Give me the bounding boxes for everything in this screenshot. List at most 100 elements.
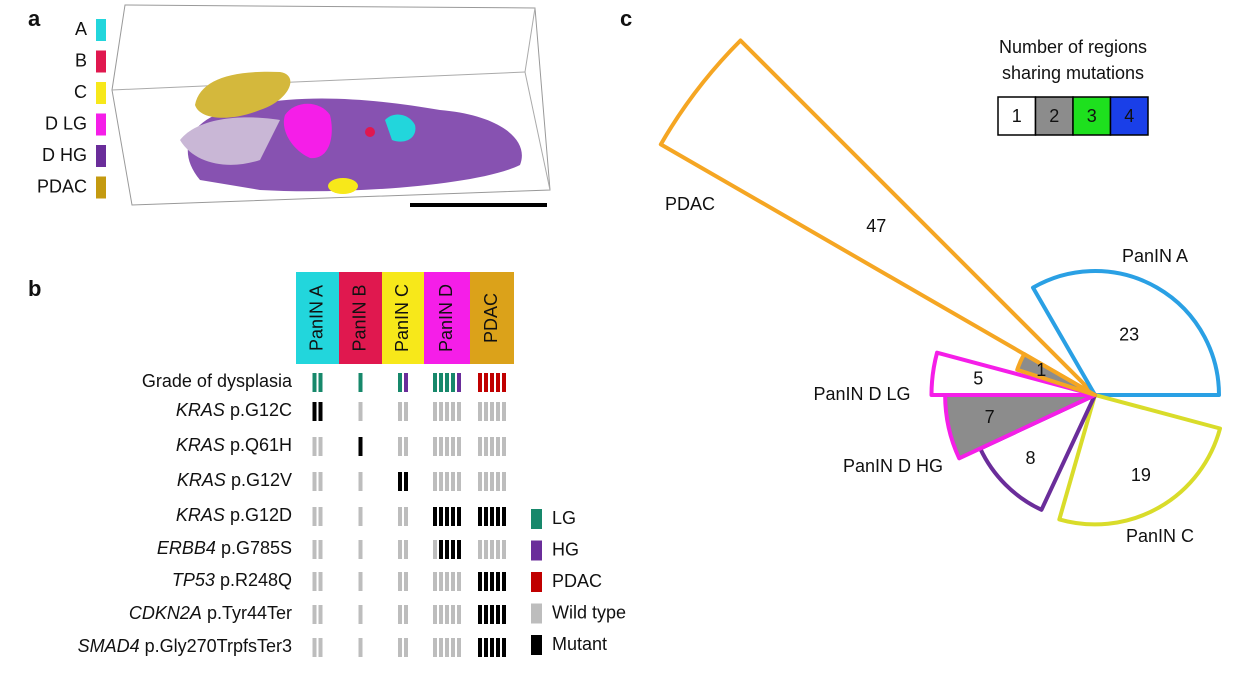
status-cell bbox=[496, 540, 500, 559]
status-cell bbox=[433, 437, 437, 456]
grade-cell bbox=[496, 373, 500, 392]
wedge-name: PanIN A bbox=[1122, 246, 1188, 266]
status-cell bbox=[358, 507, 363, 526]
status-cell bbox=[451, 402, 455, 421]
status-cell bbox=[404, 638, 408, 657]
status-cell bbox=[490, 572, 494, 591]
wedge-value: 47 bbox=[866, 216, 886, 236]
legend-swatch bbox=[531, 635, 542, 655]
status-cell bbox=[478, 605, 482, 624]
column-header bbox=[382, 272, 424, 364]
status-cell bbox=[451, 572, 455, 591]
grade-cell bbox=[312, 373, 317, 392]
status-cell bbox=[433, 540, 437, 559]
status-cell bbox=[312, 605, 317, 624]
status-cell bbox=[318, 638, 323, 657]
status-cell bbox=[433, 638, 437, 657]
grade-cell bbox=[358, 373, 363, 392]
variant-name: p.G12V bbox=[231, 470, 292, 490]
legend-label: D LG bbox=[45, 113, 87, 133]
status-cell bbox=[484, 507, 488, 526]
status-cell bbox=[490, 638, 494, 657]
status-cell bbox=[318, 472, 323, 491]
status-cell bbox=[457, 472, 461, 491]
status-cell bbox=[312, 402, 317, 421]
row-label: KRAS p.G12V bbox=[177, 470, 292, 490]
gene-name: SMAD4 bbox=[78, 636, 140, 656]
status-cell bbox=[433, 472, 437, 491]
grade-cell bbox=[484, 373, 488, 392]
legend-swatch bbox=[96, 19, 106, 41]
legend-box bbox=[1109, 96, 1149, 136]
status-cell bbox=[358, 437, 363, 456]
wedge-value: 1 bbox=[1036, 360, 1046, 380]
status-cell bbox=[404, 507, 408, 526]
wedge bbox=[1015, 352, 1097, 397]
wedge bbox=[943, 393, 1097, 461]
column-label: PanIN B bbox=[349, 284, 369, 351]
status-cell bbox=[502, 507, 506, 526]
status-cell bbox=[404, 402, 408, 421]
status-cell bbox=[484, 402, 488, 421]
legend-title: Number of regions bbox=[999, 37, 1147, 57]
status-cell bbox=[484, 572, 488, 591]
legend-swatch bbox=[96, 145, 106, 167]
status-cell bbox=[439, 540, 443, 559]
wedge bbox=[1057, 393, 1222, 527]
column-label: PanIN C bbox=[392, 284, 412, 352]
status-cell bbox=[445, 472, 449, 491]
status-cell bbox=[496, 572, 500, 591]
variant-name: p.Tyr44Ter bbox=[207, 603, 292, 623]
status-cell bbox=[484, 605, 488, 624]
status-cell bbox=[358, 402, 363, 421]
status-cell bbox=[496, 507, 500, 526]
gene-name: KRAS bbox=[176, 400, 225, 420]
legend-label: B bbox=[75, 50, 87, 70]
status-cell bbox=[312, 572, 317, 591]
status-cell bbox=[490, 472, 494, 491]
status-cell bbox=[398, 472, 402, 491]
legend-label: PDAC bbox=[37, 176, 87, 196]
gene-name: ERBB4 bbox=[157, 538, 216, 558]
status-cell bbox=[445, 402, 449, 421]
row-label: CDKN2A p.Tyr44Ter bbox=[129, 603, 292, 623]
column-header bbox=[296, 272, 339, 364]
status-cell bbox=[502, 472, 506, 491]
status-cell bbox=[490, 437, 494, 456]
status-cell bbox=[439, 437, 443, 456]
grade-cell bbox=[478, 373, 482, 392]
status-cell bbox=[439, 605, 443, 624]
column-header bbox=[424, 272, 470, 364]
status-cell bbox=[478, 507, 482, 526]
status-cell bbox=[502, 402, 506, 421]
status-cell bbox=[478, 540, 482, 559]
status-cell bbox=[478, 638, 482, 657]
panel-label: c bbox=[620, 6, 632, 31]
status-cell bbox=[312, 472, 317, 491]
column-header bbox=[339, 272, 382, 364]
status-cell bbox=[433, 507, 437, 526]
gene-name: KRAS bbox=[176, 435, 225, 455]
variant-name: p.Gly270TrpfsTer3 bbox=[145, 636, 292, 656]
wedge bbox=[978, 393, 1097, 512]
gene-name: KRAS bbox=[176, 505, 225, 525]
variant-name: p.R248Q bbox=[220, 570, 292, 590]
status-cell bbox=[484, 437, 488, 456]
panel-label: b bbox=[28, 276, 41, 301]
column-label: PanIN A bbox=[306, 285, 326, 351]
legend-swatch bbox=[531, 509, 542, 529]
legend-value: 2 bbox=[1049, 106, 1059, 126]
wedge-name: PanIN C bbox=[1126, 526, 1194, 546]
legend-value: 4 bbox=[1124, 106, 1134, 126]
status-cell bbox=[451, 437, 455, 456]
status-cell bbox=[478, 572, 482, 591]
status-cell bbox=[496, 402, 500, 421]
status-cell bbox=[502, 638, 506, 657]
legend-swatch bbox=[531, 572, 542, 592]
status-cell bbox=[358, 540, 363, 559]
status-cell bbox=[502, 572, 506, 591]
wedge-name: PDAC bbox=[665, 194, 715, 214]
wedge-value: 19 bbox=[1131, 465, 1151, 485]
status-cell bbox=[478, 437, 482, 456]
